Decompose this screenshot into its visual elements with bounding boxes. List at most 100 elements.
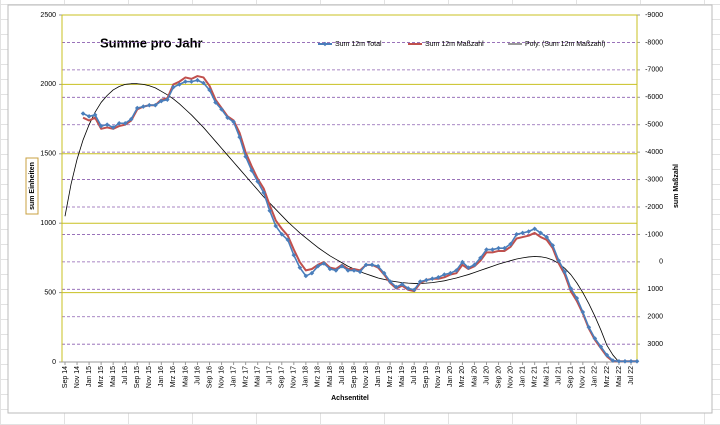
marker [586,325,592,330]
x-tick-label: Sep 19 [423,366,430,388]
x-tick-label: Nov 19 [435,366,442,388]
y2-tick-label: -9000 [645,12,663,19]
x-tick-label: Jul 22 [628,366,635,385]
x-tick-label: Nov 15 [146,366,153,388]
x-tick-label: Mrz 21 [532,366,539,388]
marker [423,277,429,283]
marker [472,262,477,268]
marker [285,237,291,243]
y2-tick-label: -4000 [645,149,663,156]
x-tick-label: Nov 17 [291,366,298,388]
y2-tick-label: -5000 [645,122,663,129]
marker [140,104,146,109]
marker [634,359,640,364]
marker [333,268,339,273]
y2-tick-label: -7000 [645,67,663,74]
marker [116,120,122,126]
marker [526,229,531,234]
marker [417,279,423,284]
y2-tick-label: 0 [659,259,663,266]
y-tick-label: 500 [44,289,56,296]
marker [502,245,507,251]
marker [622,359,628,364]
x-tick-label: Mai 20 [471,366,478,387]
x-tick-label: Mai 15 [110,366,117,387]
marker [153,102,158,108]
marker [165,97,170,102]
marker [544,234,550,240]
marker [598,344,604,350]
x-tick-label: Sep 15 [134,366,141,388]
x-tick-label: Mrz 20 [459,366,466,388]
marker [339,263,345,269]
marker [237,134,242,140]
x-tick-label: Nov 14 [74,366,81,388]
x-tick-label: Mrz 16 [170,366,177,388]
x-tick-label: Mrz 17 [242,366,249,388]
marker [460,259,465,265]
marker [189,79,194,84]
x-tick-label: Jan 17 [230,366,237,387]
marker [243,154,248,159]
x-tick-label: Jan 15 [86,366,93,387]
marker [514,232,519,237]
x-tick-label: Nov 16 [218,366,225,388]
marker [363,262,369,268]
marker [520,230,525,236]
marker [496,245,501,251]
marker [297,265,303,270]
marker [219,107,224,112]
x-tick-label: Jul 15 [122,366,129,385]
x-tick-label: Mai 16 [182,366,189,387]
marker [616,359,622,364]
marker [628,359,634,364]
marker [225,115,230,121]
x-tick-label: Sep 20 [495,366,502,388]
x-tick-label: Jul 17 [267,366,274,385]
marker [436,275,441,280]
marker [448,270,453,276]
marker [291,252,297,258]
y2-tick-label: -1000 [645,231,663,238]
marker [315,263,321,269]
marker [484,247,489,252]
marker [381,270,387,276]
x-tick-label: Sep 18 [351,366,358,388]
marker [411,287,417,293]
x-tick-label: Mai 22 [616,366,623,387]
x-tick-label: Mai 17 [255,366,262,387]
x-tick-label: Mrz 15 [98,366,105,388]
marker [429,276,435,282]
marker [183,79,188,84]
marker [231,119,236,125]
x-tick-label: Mrz 18 [315,366,322,388]
marker [345,268,351,273]
x-axis-title: Achsentitel [331,395,369,402]
y2-tick-label: 2000 [647,314,663,321]
marker [442,272,447,277]
x-tick-label: Nov 18 [363,366,370,388]
marker [171,84,176,90]
marker [538,230,543,236]
marker [580,309,586,315]
x-tick-label: Nov 21 [580,366,587,388]
x-tick-label: Mai 19 [399,366,406,387]
marker [104,122,110,127]
marker [195,77,200,83]
x-tick-label: Mai 18 [327,366,334,387]
series-line [64,83,620,363]
chart-title: Summe pro Jahr [100,35,203,50]
marker [110,125,116,130]
y-tick-label: 1500 [40,151,56,158]
marker [562,269,568,275]
marker [249,168,254,173]
x-tick-label: Jan 22 [592,366,599,387]
y-axis-title: sum Einheiten [29,162,36,210]
y2-tick-label: -8000 [645,39,663,46]
x-tick-label: Sep 17 [279,366,286,388]
x-tick-label: Jul 19 [411,366,418,385]
marker [393,284,399,290]
x-tick-label: Jan 16 [158,366,165,387]
x-tick-label: Sep 14 [62,366,69,388]
